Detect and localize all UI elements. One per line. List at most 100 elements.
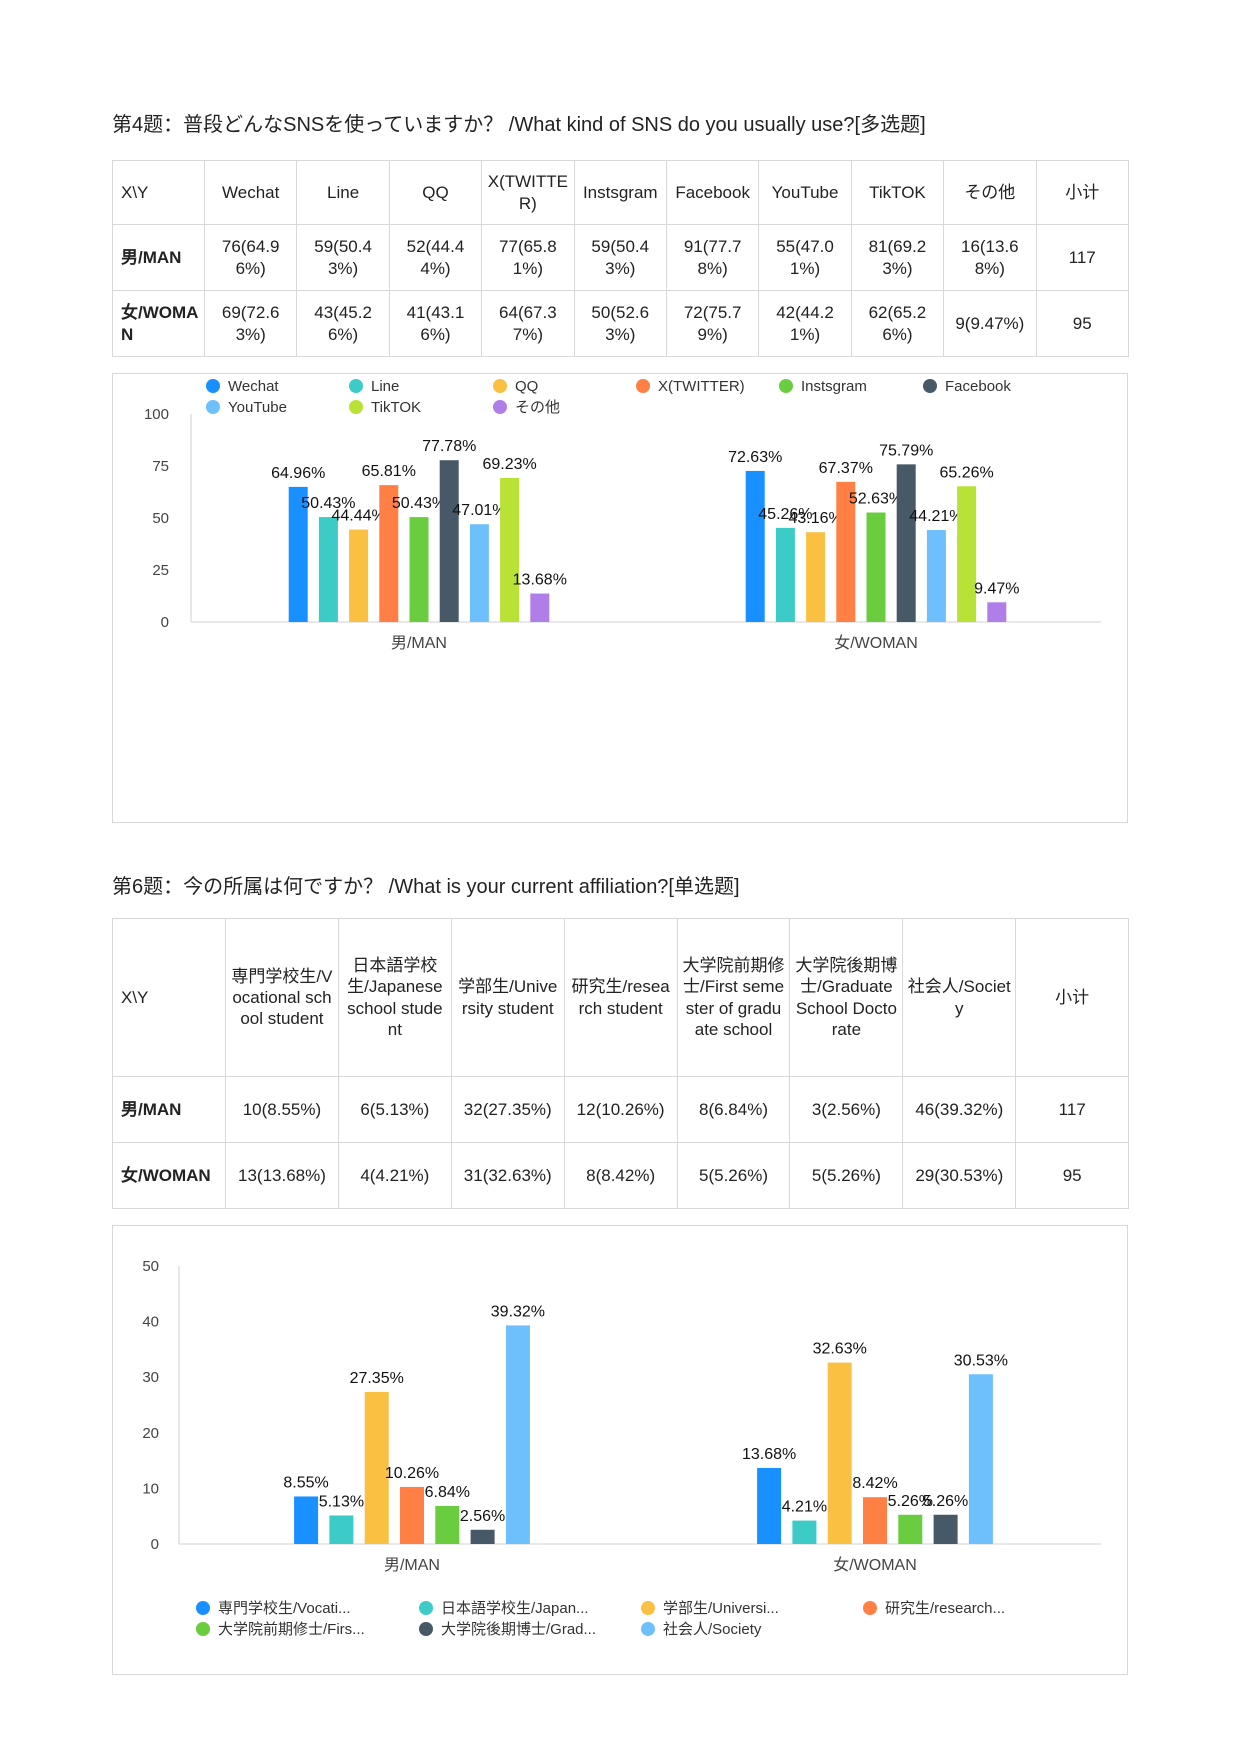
table-cell: 6(5.13%): [337, 1076, 452, 1143]
column-header: 日本語学校生/Japanese school student: [337, 918, 452, 1077]
data-label: 44.44%: [331, 508, 385, 525]
table-cell: 5(5.26%): [676, 1142, 791, 1209]
column-header: Line: [296, 160, 390, 225]
bar: [987, 602, 1007, 622]
bar: [379, 485, 399, 622]
column-header: 大学院前期修士/First semester of graduate schoo…: [676, 918, 791, 1077]
column-header: TikTOK: [850, 160, 945, 225]
data-label: 45.26%: [758, 506, 812, 523]
bar: [364, 1391, 389, 1544]
data-label: 5.26%: [923, 1493, 968, 1510]
table-cell: 117: [1035, 224, 1129, 291]
table-corner: X\Y: [112, 918, 226, 1077]
data-label: 9.47%: [974, 580, 1019, 597]
y-tick-label: 30: [142, 1369, 159, 1386]
bar: [775, 527, 795, 622]
question-4-table: X\Y Wechat Line QQ X(TWITTER) Instsgram …: [112, 160, 1129, 357]
legend-marker: [923, 379, 937, 393]
bar: [288, 486, 308, 622]
table-cell: 42(44.21%): [758, 290, 852, 357]
question-6-table: X\Y 専門学校生/Vocational school student 日本語学…: [112, 918, 1130, 1209]
data-label: 2.56%: [460, 1508, 505, 1525]
question-4-chart: 0 25 50 75 100 64.96% 50.43% 44.44% 65.81% 50.43%…: [112, 373, 1128, 823]
bar: [349, 529, 369, 622]
legend-label: TikTOK: [371, 399, 421, 416]
x-tick-label: 男/MAN: [391, 635, 447, 652]
column-header: 学部生/University student: [450, 918, 565, 1077]
y-tick-label: 25: [152, 562, 169, 579]
legend-marker: [493, 379, 507, 393]
legend-marker: [493, 400, 507, 414]
legend-marker: [641, 1601, 655, 1615]
data-label: 5.26%: [888, 1493, 933, 1510]
table-cell: 77(65.81%): [481, 224, 575, 291]
table-cell: 50(52.63%): [573, 290, 667, 357]
table-cell: 55(47.01%): [758, 224, 852, 291]
table-cell: 13(13.68%): [225, 1142, 339, 1209]
column-header: 小计: [1035, 160, 1129, 225]
affiliation-bar-chart: 0 10 20 30 40 50 8.55% 5.13% 27.35% 10.26% 6.84% 2.…: [142, 1258, 1101, 1638]
table-cell: 8(6.84%): [676, 1076, 791, 1143]
data-label: 44.21%: [909, 508, 963, 525]
data-label: 6.84%: [425, 1484, 470, 1501]
bar: [530, 593, 550, 622]
data-label: 77.78%: [422, 438, 476, 455]
bar: [500, 478, 520, 622]
bar: [435, 1505, 460, 1544]
data-label: 64.96%: [271, 465, 325, 482]
data-label: 8.42%: [852, 1475, 897, 1492]
table-cell: 59(50.43%): [573, 224, 667, 291]
bar: [318, 517, 338, 622]
table-cell: 12(10.26%): [563, 1076, 678, 1143]
table-cell: 64(67.37%): [481, 290, 575, 357]
legend-marker: [349, 400, 363, 414]
legend-marker: [419, 1622, 433, 1636]
bar: [469, 524, 489, 622]
column-header: 社会人/Society: [902, 918, 1017, 1077]
column-header: Facebook: [665, 160, 760, 225]
bar: [968, 1374, 993, 1544]
table-row: 女/WOMAN 69(72.63%) 43(45.26%) 41(43.16%)…: [112, 290, 1129, 357]
table-cell: 16(13.68%): [943, 224, 1037, 291]
y-tick-label: 0: [161, 614, 169, 631]
bar: [863, 1497, 887, 1544]
table-header-row: X\Y Wechat Line QQ X(TWITTER) Instsgram …: [112, 160, 1129, 225]
table-cell: 32(27.35%): [450, 1076, 565, 1143]
table-row: 男/MAN 10(8.55%) 6(5.13%) 32(27.35%) 12(1…: [112, 1076, 1130, 1143]
table-corner: X\Y: [112, 160, 205, 225]
row-header: 男/MAN: [112, 224, 205, 291]
legend-label: その他: [515, 399, 560, 416]
table-cell: 76(64.96%): [203, 224, 298, 291]
data-label: 13.68%: [513, 572, 567, 589]
table-cell: 3(2.56%): [789, 1076, 904, 1143]
bar: [792, 1520, 817, 1544]
data-label: 52.63%: [849, 491, 903, 508]
data-label: 32.63%: [813, 1341, 867, 1358]
bar: [757, 1467, 782, 1544]
bar: [827, 1362, 852, 1544]
data-label: 43.16%: [788, 510, 842, 527]
data-label: 67.37%: [819, 460, 873, 477]
legend-label: Instsgram: [801, 378, 867, 395]
bar: [505, 1325, 530, 1544]
bar: [806, 532, 826, 622]
table-cell: 81(69.23%): [850, 224, 945, 291]
legend-label: 社会人/Society: [663, 1621, 762, 1638]
table-cell: 62(65.26%): [850, 290, 945, 357]
column-header: YouTube: [758, 160, 852, 225]
legend-label: Wechat: [228, 378, 279, 395]
bar: [400, 1486, 424, 1544]
data-label: 10.26%: [385, 1465, 439, 1482]
table-cell: 95: [1015, 1142, 1130, 1209]
y-tick-label: 40: [142, 1314, 159, 1331]
x-tick-label: 男/MAN: [384, 1557, 440, 1574]
bar: [926, 530, 946, 622]
table-cell: 52(44.44%): [388, 224, 483, 291]
column-header: その他: [943, 160, 1037, 225]
data-label: 65.81%: [362, 463, 416, 480]
table-cell: 117: [1015, 1076, 1130, 1143]
data-label: 65.26%: [939, 464, 993, 481]
data-label: 50.43%: [301, 495, 355, 512]
legend-label: 大学院後期博士/Grad...: [441, 1620, 596, 1638]
table-cell: 5(5.26%): [789, 1142, 904, 1209]
